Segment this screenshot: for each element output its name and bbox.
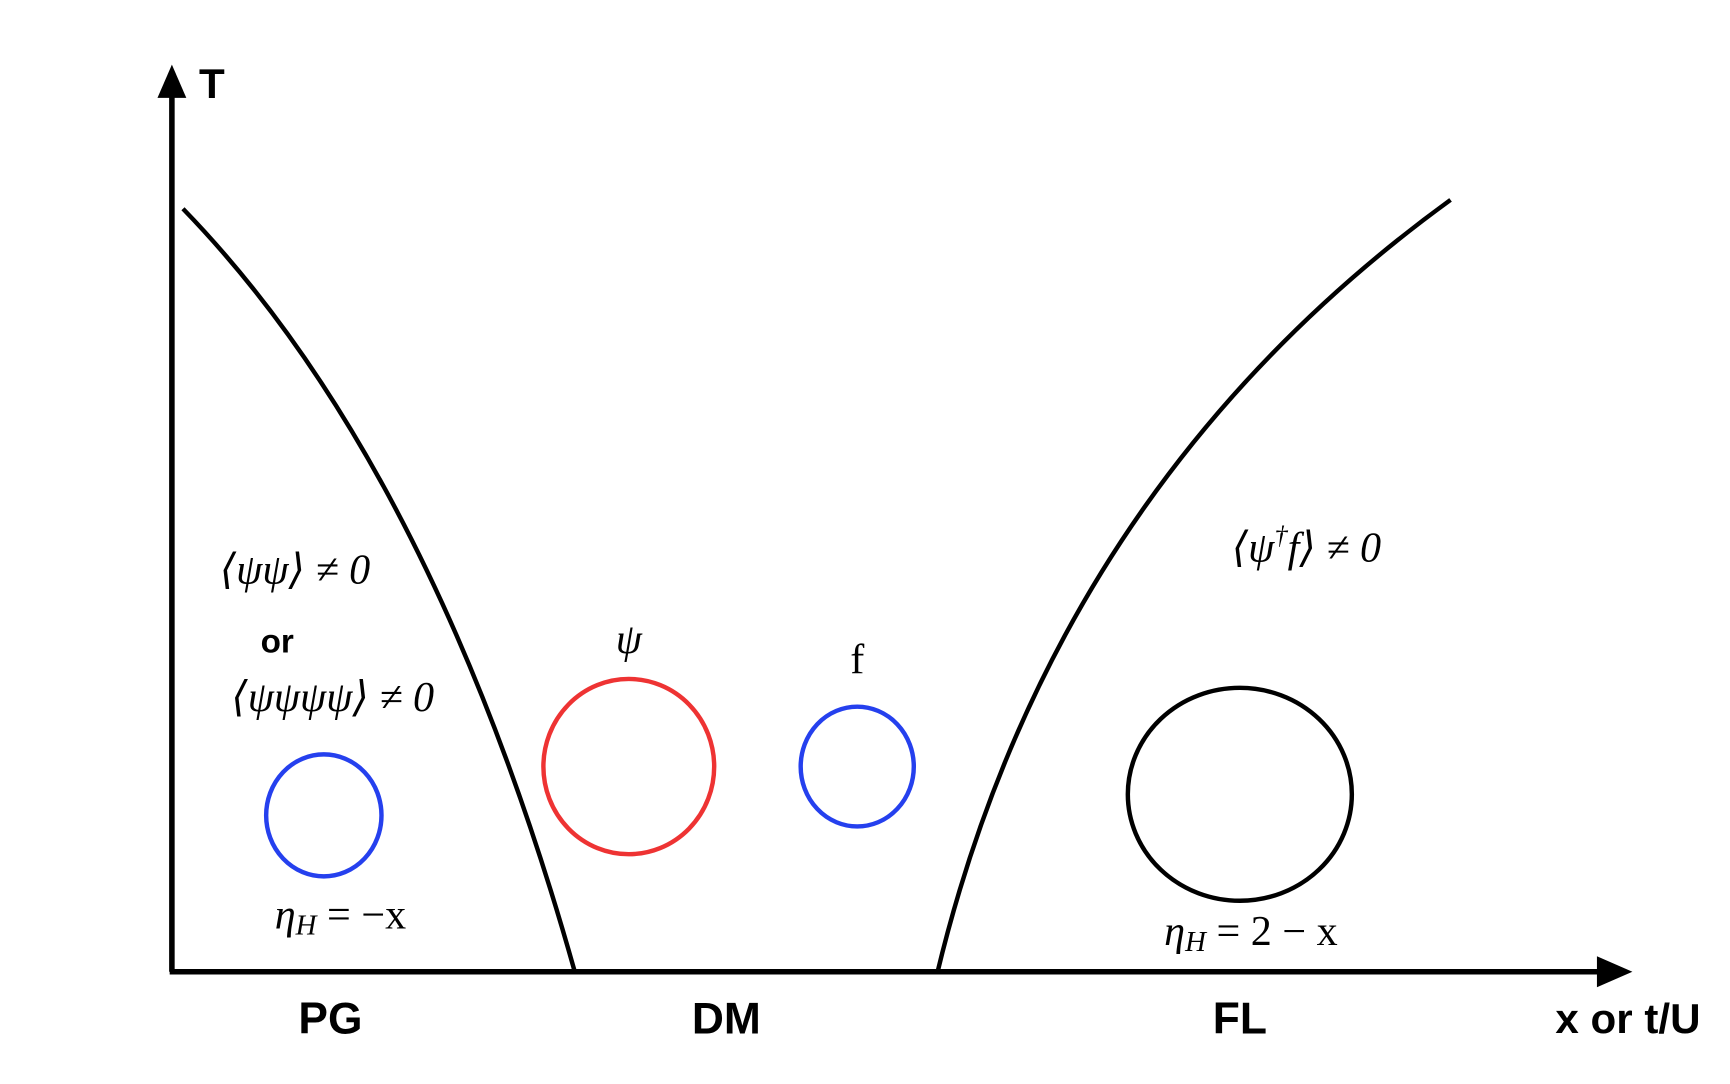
region-label: DM [692,994,761,1043]
hall-number: ηH = 2 − x [1164,908,1338,958]
y-axis-arrow [157,64,187,98]
subscript: H [1184,926,1208,958]
f-label: f [850,636,865,683]
expression: = −x [317,891,407,938]
y-axis-label: T [199,60,225,107]
order-parameter: ⟨ψ†f⟩ ≠ 0 [1232,520,1381,571]
order-parameter: ⟨ψψψψ⟩ ≠ 0 [231,674,434,721]
x-axis-label: x or t/U [1555,995,1700,1042]
region-label: PG [298,994,362,1043]
psi-circle [541,676,717,857]
symbol: η [1164,908,1185,955]
superscript: † [1274,520,1288,550]
pg-circle [263,752,384,879]
post: f⟩ ≠ 0 [1288,524,1381,571]
psi-label: ψ [616,616,643,663]
expression: = 2 − x [1206,908,1338,955]
or-label: or [261,623,294,660]
fl-circle [1125,685,1355,903]
pre: ⟨ψ [1232,524,1275,571]
region-label: FL [1213,994,1267,1043]
symbol: η [275,891,296,938]
order-parameter: ⟨ψψ⟩ ≠ 0 [220,546,370,593]
pg-boundary [181,207,577,972]
f-circle [798,704,917,829]
x-axis-arrow [1596,956,1633,988]
fl-boundary [934,198,1452,975]
hall-number: ηH = −x [275,891,406,941]
subscript: H [295,909,319,941]
